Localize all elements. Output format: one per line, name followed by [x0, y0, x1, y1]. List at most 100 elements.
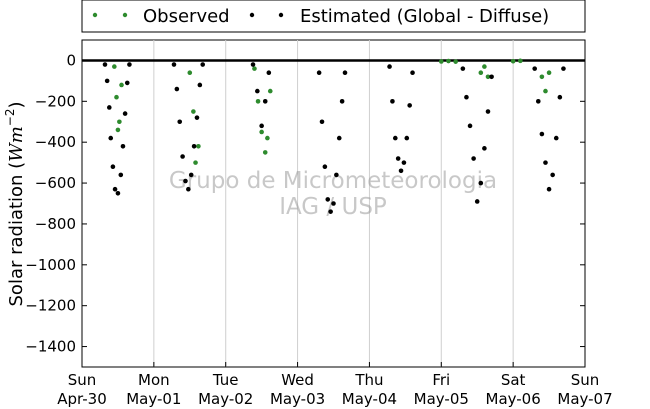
point-s1-12 [171, 62, 177, 67]
point-s1-19 [191, 143, 197, 149]
point-s1-21 [197, 82, 203, 88]
point-s1-58 [539, 131, 545, 137]
plot-area: Grupo de Micrometeorologia IAG / USP 0 −2… [25, 39, 613, 408]
x-tick-date-4: May-04 [342, 390, 397, 408]
point-s1-30 [322, 164, 328, 170]
x-tick-day-5: Fri [432, 371, 450, 389]
point-s0-25 [546, 70, 552, 75]
y-tick-label-5: −1000 [25, 256, 76, 274]
point-s1-17 [186, 186, 191, 192]
point-s0-9 [252, 66, 257, 71]
point-s0-24 [543, 88, 548, 94]
x-tick-date-7: May-07 [557, 390, 612, 408]
y-axis-title: Solar radiation (Wm−2) [3, 101, 27, 306]
data-points [82, 58, 585, 214]
watermark: Grupo de Micrometeorologia IAG / USP [169, 168, 497, 220]
point-s1-16 [183, 178, 188, 184]
legend-label-observed: Observed [143, 6, 230, 27]
point-s0-18 [478, 70, 484, 75]
x-tick-day-3: Wed [281, 371, 314, 389]
x-tick-day-2: Tue [212, 371, 239, 389]
point-s0-10 [255, 99, 261, 104]
point-s0-8 [196, 143, 201, 149]
point-s1-38 [387, 64, 392, 69]
grid-lines [153, 40, 514, 367]
point-s0-13 [265, 135, 270, 141]
point-s1-37 [342, 70, 348, 75]
point-s1-63 [557, 94, 563, 100]
point-s1-53 [482, 146, 487, 151]
point-s1-45 [407, 103, 412, 108]
point-s1-29 [319, 119, 325, 125]
point-s1-48 [464, 94, 469, 100]
x-tick-date-1: May-01 [126, 390, 181, 408]
point-s0-0 [112, 64, 117, 69]
legend-marker-observed-2 [122, 12, 128, 18]
point-s1-27 [266, 70, 272, 75]
y-tick-label-6: −1200 [25, 297, 76, 315]
point-s1-44 [404, 135, 410, 141]
point-s1-62 [553, 135, 559, 141]
point-s1-43 [401, 160, 407, 165]
point-s1-41 [395, 156, 401, 161]
point-s1-2 [107, 105, 112, 110]
point-s1-11 [127, 62, 132, 67]
y-tick-label-3: −600 [35, 174, 76, 192]
point-s1-24 [255, 88, 260, 94]
legend-label-estimated: Estimated (Global - Diffuse) [300, 6, 549, 27]
y-axis-ticks: 0 −200 −400 −600 −800 −1000 −1200 −1400 [25, 51, 585, 356]
point-s1-25 [259, 123, 264, 129]
point-s1-18 [188, 172, 194, 178]
point-s1-33 [331, 201, 336, 206]
point-s1-28 [316, 70, 322, 75]
series-1 [102, 62, 566, 214]
point-s0-22 [518, 58, 523, 64]
y-axis-title-text: Solar radiation ( [6, 162, 27, 307]
point-s1-31 [325, 197, 331, 202]
point-s0-4 [119, 82, 124, 88]
point-s0-14 [267, 88, 273, 94]
point-s1-32 [328, 209, 333, 214]
legend-marker-observed-1 [92, 12, 98, 18]
point-s0-19 [482, 64, 487, 69]
x-axis-ticks: SunApr-30MonMay-01TueMay-02WedMay-03ThuM… [57, 362, 613, 408]
point-s0-16 [446, 58, 451, 64]
point-s0-23 [539, 74, 545, 80]
y-axis-title-unit: Wm [6, 126, 27, 162]
watermark-line-2: IAG / USP [279, 194, 387, 220]
x-tick-date-5: May-05 [414, 390, 469, 408]
point-s1-8 [120, 143, 126, 149]
point-s1-0 [102, 62, 108, 67]
legend-marker-estimated-2 [278, 12, 284, 18]
point-s1-36 [339, 99, 345, 104]
point-s0-20 [485, 74, 491, 80]
point-s1-26 [262, 99, 268, 104]
point-s1-52 [478, 180, 484, 186]
legend: Observed Estimated (Global - Diffuse) [81, 0, 586, 33]
point-s0-3 [117, 119, 122, 125]
point-s0-21 [510, 58, 516, 64]
point-s1-50 [471, 156, 476, 161]
point-s1-5 [112, 186, 118, 192]
point-s1-10 [124, 80, 130, 86]
point-s1-14 [177, 119, 183, 125]
point-s1-56 [532, 66, 537, 71]
y-tick-label-4: −800 [35, 215, 76, 233]
legend-frame [81, 0, 586, 33]
point-s0-7 [193, 160, 198, 165]
point-s1-64 [561, 66, 566, 71]
y-axis-title-exponent: −2 [3, 109, 17, 127]
point-s1-23 [250, 62, 256, 67]
y-axis-title-close: ) [6, 101, 27, 108]
x-tick-date-2: May-02 [198, 390, 253, 408]
point-s1-22 [200, 62, 206, 67]
point-s1-35 [336, 135, 342, 141]
y-tick-label-7: −1400 [25, 338, 76, 356]
point-s1-49 [467, 123, 473, 129]
x-tick-day-4: Thu [354, 371, 383, 389]
point-s0-5 [187, 70, 193, 75]
x-tick-day-0: Sun [68, 371, 97, 389]
point-s1-39 [390, 99, 395, 104]
point-s1-61 [550, 172, 555, 178]
